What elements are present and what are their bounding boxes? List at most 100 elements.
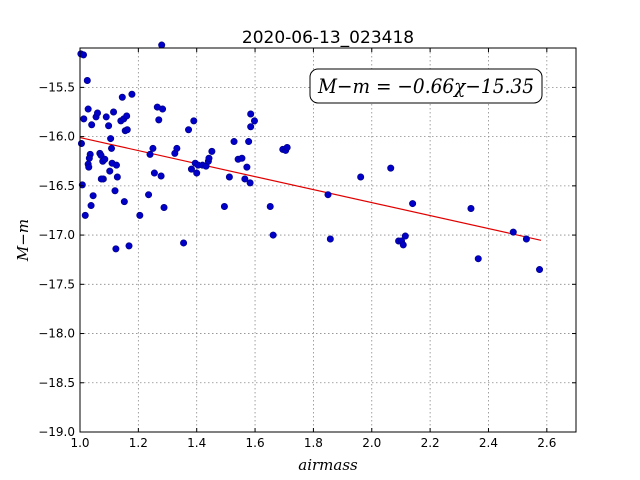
data-point	[225, 173, 233, 181]
data-point	[85, 154, 93, 162]
data-point	[193, 169, 201, 177]
data-point	[522, 235, 530, 243]
data-point	[230, 138, 238, 146]
data-point	[80, 51, 88, 59]
y-tick-label: −17.5	[38, 277, 75, 291]
data-point	[89, 192, 97, 200]
data-point	[241, 175, 249, 183]
data-point	[150, 169, 158, 177]
data-point	[105, 122, 113, 130]
y-tick-label: −16.5	[38, 179, 75, 193]
data-point	[77, 140, 85, 148]
data-point	[118, 93, 126, 101]
data-point	[101, 155, 109, 163]
x-tick-label: 2.6	[537, 436, 556, 450]
data-point	[108, 144, 116, 152]
data-point	[145, 191, 153, 199]
data-point	[158, 41, 166, 49]
x-tick-label: 1.6	[246, 436, 265, 450]
data-point	[266, 203, 274, 211]
data-point	[326, 235, 334, 243]
data-point	[190, 117, 198, 125]
data-point	[102, 113, 110, 121]
data-point	[160, 204, 168, 212]
x-tick-label: 1.0	[70, 436, 89, 450]
data-point	[238, 154, 246, 162]
y-axis-label: M−m	[14, 219, 32, 262]
data-point	[87, 202, 95, 210]
data-point	[128, 90, 136, 98]
data-point	[247, 110, 255, 118]
data-point	[247, 123, 255, 131]
data-point	[509, 228, 517, 236]
x-tick-label: 1.2	[129, 436, 148, 450]
data-point	[208, 147, 216, 155]
fit-line	[79, 137, 542, 241]
data-point	[123, 112, 131, 120]
data-point	[155, 116, 163, 124]
chart-title: 2020-06-13_023418	[242, 28, 414, 48]
data-point	[409, 200, 417, 208]
data-point	[173, 144, 181, 152]
data-point	[185, 126, 193, 134]
data-point	[107, 135, 115, 143]
data-point	[85, 163, 93, 171]
plot-frame	[79, 47, 577, 433]
x-axis-label: airmass	[298, 456, 358, 474]
x-tick-label: 1.8	[304, 436, 323, 450]
data-point	[78, 181, 86, 189]
y-tick-label: −18.0	[38, 327, 75, 341]
data-point	[112, 245, 120, 253]
points-layer	[77, 41, 544, 274]
x-tick-label: 2.0	[362, 436, 381, 450]
data-point	[474, 255, 482, 263]
annotation-box	[309, 68, 543, 104]
data-point	[387, 164, 395, 172]
data-point	[84, 105, 92, 113]
tick-layer: 1.0 1.2 1.4 1.6 1.8 2.0 2.2 2.4 2.6 −15.5 −16.0 −16…	[38, 48, 576, 450]
y-tick-label: −19.0	[38, 425, 75, 439]
data-point	[81, 211, 89, 219]
x-tick-label: 1.4	[187, 436, 206, 450]
y-tick-label: −15.5	[38, 80, 75, 94]
data-point	[94, 109, 102, 117]
data-point	[250, 117, 258, 125]
data-point	[111, 187, 119, 195]
data-point	[401, 232, 409, 240]
x-tick-label: 2.4	[479, 436, 498, 450]
data-point	[220, 203, 228, 211]
data-point	[146, 150, 154, 158]
data-point	[113, 173, 121, 181]
data-point	[83, 76, 91, 84]
data-point	[97, 175, 105, 183]
data-point	[112, 161, 120, 169]
data-point	[106, 167, 114, 175]
x-tick-label: 2.2	[421, 436, 440, 450]
data-point	[245, 138, 253, 146]
data-point	[159, 105, 167, 113]
data-point	[357, 173, 365, 181]
data-point	[205, 154, 213, 162]
data-point	[120, 198, 128, 206]
data-point	[324, 191, 332, 199]
data-point	[246, 179, 254, 187]
data-point	[187, 165, 195, 173]
annotation-text: M−m = −0.66χ−15.35	[317, 74, 534, 98]
data-point	[88, 121, 96, 129]
data-point	[123, 126, 131, 134]
y-tick-label: −18.5	[38, 376, 75, 390]
y-tick-label: −16.0	[38, 130, 75, 144]
data-point	[110, 108, 118, 116]
data-point	[269, 231, 277, 239]
fit-layer	[79, 137, 542, 241]
data-point	[243, 163, 251, 171]
data-point	[467, 204, 475, 212]
data-point	[125, 242, 133, 250]
fit-annotation: M−m = −0.66χ−15.35	[309, 68, 543, 104]
data-point	[180, 239, 188, 247]
data-point	[136, 211, 144, 219]
data-point	[149, 144, 157, 152]
data-point	[157, 172, 165, 180]
data-point	[80, 115, 88, 123]
